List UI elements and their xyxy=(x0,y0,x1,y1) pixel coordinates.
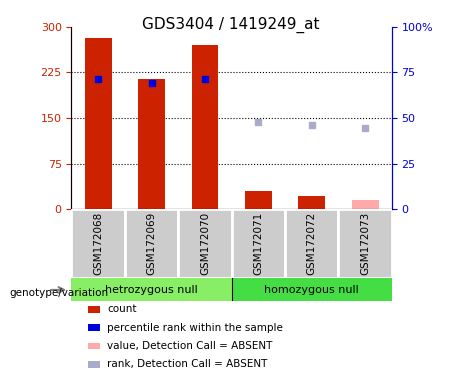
Bar xyxy=(85,38,112,209)
Text: rank, Detection Call = ABSENT: rank, Detection Call = ABSENT xyxy=(107,359,268,369)
Bar xyxy=(71,278,231,301)
Text: percentile rank within the sample: percentile rank within the sample xyxy=(107,323,284,333)
Text: genotype/variation: genotype/variation xyxy=(9,288,108,298)
Text: hetrozygous null: hetrozygous null xyxy=(105,285,198,295)
Bar xyxy=(138,79,165,209)
Text: GSM172073: GSM172073 xyxy=(360,212,370,275)
Bar xyxy=(71,209,125,278)
Bar xyxy=(338,209,392,278)
Bar xyxy=(125,209,178,278)
Bar xyxy=(298,196,325,209)
Bar xyxy=(231,278,392,301)
Text: GSM172072: GSM172072 xyxy=(307,212,317,275)
Bar xyxy=(231,209,285,278)
Text: homozygous null: homozygous null xyxy=(264,285,359,295)
Text: GSM172069: GSM172069 xyxy=(147,212,157,275)
Text: GSM172070: GSM172070 xyxy=(200,212,210,275)
Text: GSM172068: GSM172068 xyxy=(93,212,103,275)
Text: count: count xyxy=(107,304,137,314)
Text: value, Detection Call = ABSENT: value, Detection Call = ABSENT xyxy=(107,341,273,351)
Text: GSM172071: GSM172071 xyxy=(254,212,263,275)
Bar xyxy=(245,191,272,209)
Text: GDS3404 / 1419249_at: GDS3404 / 1419249_at xyxy=(142,17,319,33)
Bar xyxy=(178,209,231,278)
Bar xyxy=(192,45,219,209)
Bar xyxy=(352,200,378,209)
Bar xyxy=(285,209,338,278)
